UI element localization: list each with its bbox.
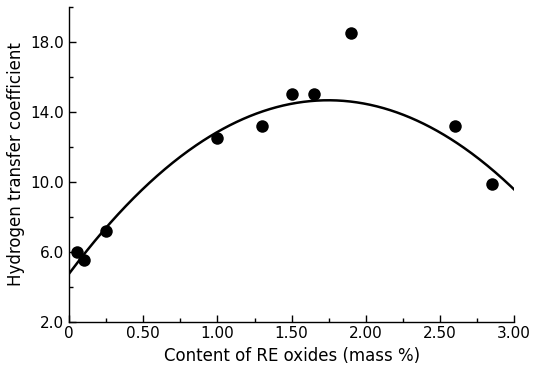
Point — [80, 257, 88, 263]
Y-axis label: Hydrogen transfer coefficient: Hydrogen transfer coefficient — [7, 42, 25, 286]
Point — [72, 249, 81, 255]
Point — [213, 135, 222, 141]
Point — [487, 180, 496, 186]
Point — [309, 92, 318, 97]
X-axis label: Content of RE oxides (mass %): Content of RE oxides (mass %) — [164, 347, 420, 365]
Point — [450, 123, 459, 129]
Point — [346, 30, 355, 36]
Point — [287, 92, 296, 97]
Point — [102, 228, 110, 234]
Point — [258, 123, 266, 129]
